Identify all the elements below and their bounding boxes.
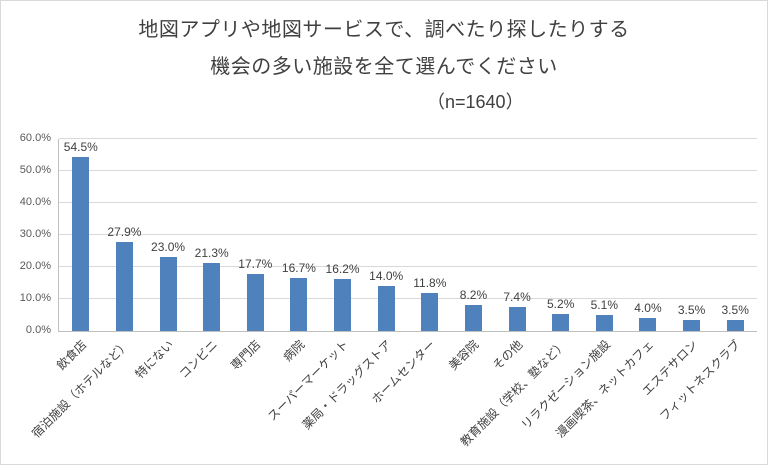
gridline <box>59 202 757 203</box>
bar <box>595 314 613 331</box>
bar <box>639 318 657 331</box>
chart-title-line-2: 機会の多い施設を全て選んでください <box>210 56 558 78</box>
bar <box>464 304 482 331</box>
x-axis: 飲食店 宿泊施設（ホテルなど） 特にない コンビニ 専門店 病院 スーパーマーケット 薬局・ド… <box>30 332 756 460</box>
bar <box>552 314 570 331</box>
bar-value-label: 54.5% <box>63 139 98 154</box>
gridline <box>59 234 757 235</box>
y-axis-tick-label: 40.0% <box>19 196 51 208</box>
bar <box>159 257 177 331</box>
bar-value-label: 21.3% <box>194 245 229 260</box>
bar <box>726 319 744 331</box>
y-axis-tick-label: 30.0% <box>19 228 51 240</box>
bar-value-label: 3.5% <box>721 302 749 317</box>
gridline <box>59 170 757 171</box>
bar-value-label: 16.7% <box>281 260 316 275</box>
x-axis-label: 専門店 <box>228 337 264 373</box>
plot-area: 54.5% 27.9% 23.0% 21.3% 17.7% 16.7% 16.2% 14.0%… <box>58 138 757 332</box>
x-axis-label: 美容院 <box>446 337 482 373</box>
bar-value-label: 8.2% <box>459 287 488 302</box>
x-axis-label: その他 <box>490 337 526 373</box>
bar <box>421 293 439 331</box>
bar-value-label: 16.2% <box>325 262 360 277</box>
bar <box>72 156 90 331</box>
bar <box>377 286 395 331</box>
bar <box>115 241 133 331</box>
bar-value-label: 5.1% <box>590 297 618 312</box>
bar <box>334 279 352 331</box>
bar <box>683 319 701 331</box>
x-axis-label: 飲食店 <box>53 337 90 373</box>
chart-title-line-1: 地図アプリや地図サービスで、調べたり探したりする <box>138 19 630 41</box>
x-axis-label: 特にない <box>132 337 177 382</box>
bar-value-label: 23.0% <box>151 240 186 255</box>
bar-value-label: 5.2% <box>547 297 575 312</box>
gridline <box>59 298 757 299</box>
bar-value-label: 17.7% <box>238 257 273 272</box>
bar <box>246 274 264 331</box>
sample-size-label: （n=1640） <box>427 92 524 112</box>
y-axis-tick-label: 60.0% <box>19 132 51 144</box>
bar <box>290 277 308 331</box>
y-axis-tick-label: 10.0% <box>19 292 51 304</box>
y-axis-tick-label: 50.0% <box>19 164 51 176</box>
y-axis-tick-label: 20.0% <box>19 260 51 272</box>
bar-value-label: 3.5% <box>677 302 706 317</box>
gridline <box>59 266 757 267</box>
x-axis-label: フィットネスクラブ <box>657 337 744 424</box>
bar-value-label: 14.0% <box>369 269 404 284</box>
y-axis-tick-label: 0.0% <box>25 324 51 336</box>
gridline <box>59 138 757 139</box>
bar-value-label: 7.4% <box>503 290 531 305</box>
x-axis-label: コンビニ <box>176 337 221 382</box>
bar-value-label: 11.8% <box>413 276 447 291</box>
bar <box>203 262 221 331</box>
bar-value-label: 4.0% <box>634 301 662 316</box>
bar <box>508 307 526 331</box>
y-axis: 0.0% 10.0% 20.0% 30.0% 40.0% 50.0% 60.0% <box>1 132 51 336</box>
bar-value-label: 27.9% <box>107 224 142 239</box>
x-axis-label: 病院 <box>280 337 308 365</box>
